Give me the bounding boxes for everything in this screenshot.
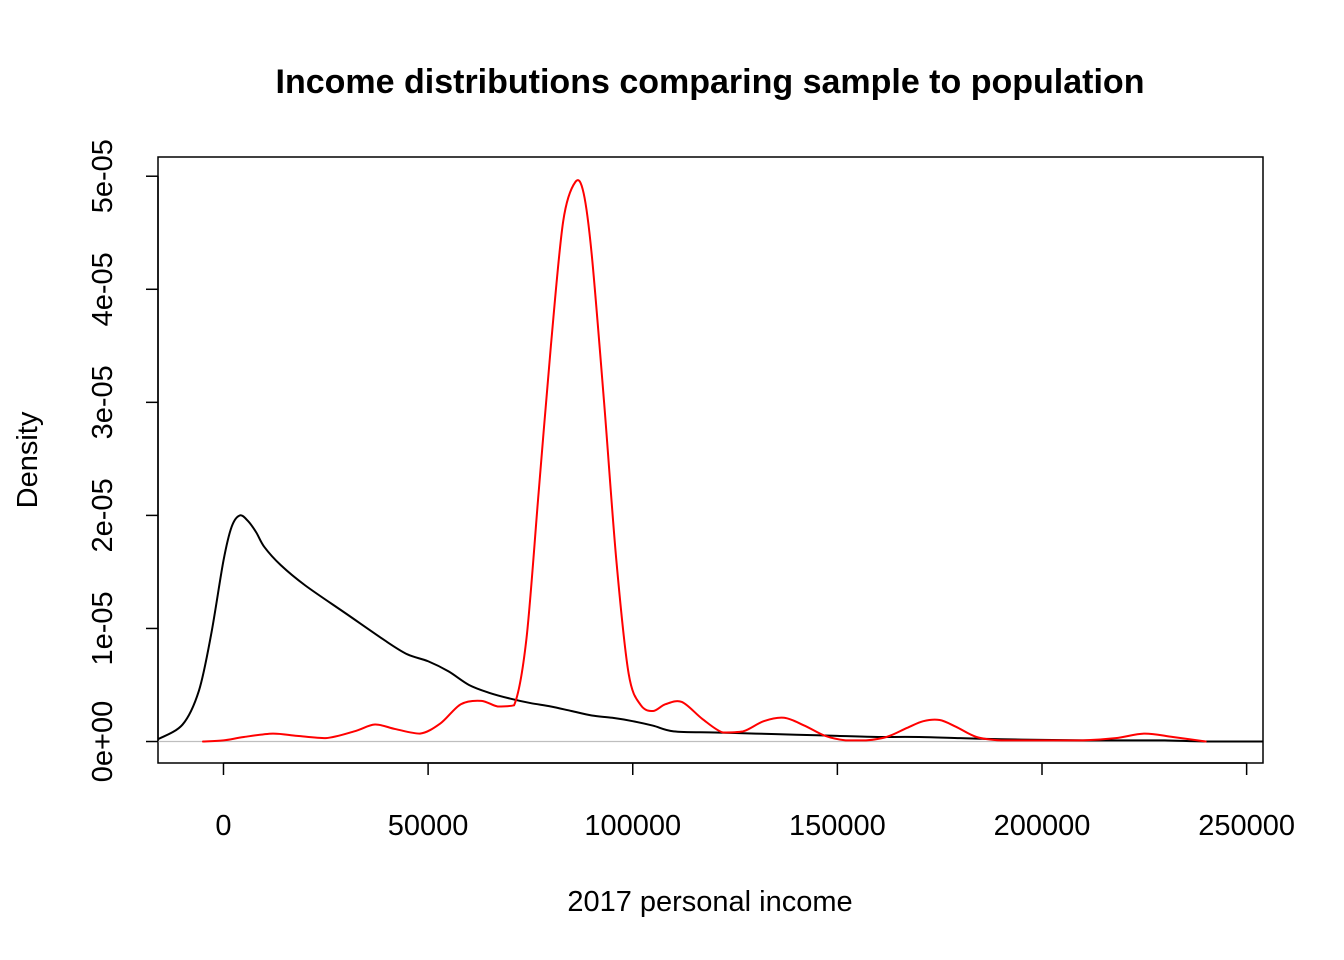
y-tick-label: 3e-05 [87, 365, 119, 439]
series-layer [158, 179, 1263, 743]
y-tick-label: 4e-05 [87, 252, 119, 326]
plot-frame [157, 156, 1264, 764]
x-tick-label: 200000 [994, 810, 1091, 842]
density-line-2 [202, 179, 1207, 743]
y-tick-label: 2e-05 [87, 478, 119, 552]
x-tick-label: 100000 [584, 810, 681, 842]
density-line-1 [158, 514, 1263, 743]
x-tick-label: 0 [215, 810, 231, 842]
y-axis: 0e+00 1e-05 2e-05 3e-05 4e-05 5e-05 [87, 139, 159, 782]
x-axis: 0 50000 100000 150000 200000 250000 [215, 762, 1295, 842]
y-axis-label: Density [12, 411, 44, 508]
x-tick-label: 150000 [789, 810, 886, 842]
y-tick-label: 5e-05 [87, 139, 119, 213]
y-tick-label: 0e+00 [87, 701, 119, 782]
x-axis-label: 2017 personal income [567, 886, 852, 918]
x-tick-label: 250000 [1198, 810, 1295, 842]
y-tick-label: 1e-05 [87, 591, 119, 665]
chart-title: Income distributions comparing sample to… [276, 63, 1145, 101]
x-tick-label: 50000 [388, 810, 469, 842]
